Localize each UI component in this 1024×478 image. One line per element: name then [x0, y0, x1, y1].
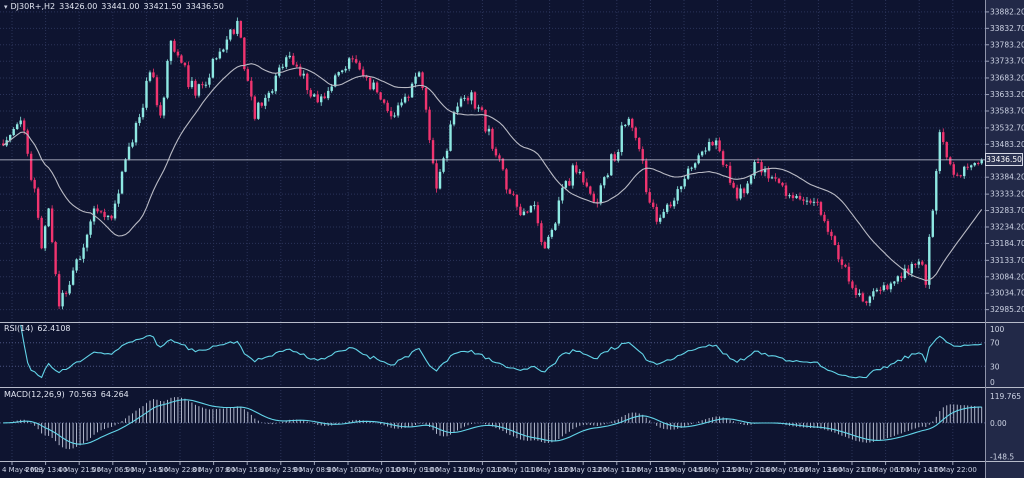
svg-text:70: 70 [990, 339, 1000, 348]
ohlc-high: 33441.00 [101, 2, 140, 11]
svg-text:9 May 16:00: 9 May 16:00 [326, 466, 370, 474]
svg-text:4 May 21:00: 4 May 21:00 [57, 466, 101, 474]
svg-text:16 May 21:00: 16 May 21:00 [828, 466, 876, 474]
svg-text:11 May 10:00: 11 May 10:00 [492, 466, 540, 474]
svg-text:33683.20: 33683.20 [990, 73, 1024, 82]
svg-text:33733.70: 33733.70 [990, 57, 1024, 66]
svg-text:15 May 20:00: 15 May 20:00 [727, 466, 775, 474]
svg-text:33483.20: 33483.20 [990, 140, 1024, 149]
svg-text:17 May 22:00: 17 May 22:00 [929, 466, 977, 474]
svg-text:9 May 08:00: 9 May 08:00 [293, 466, 337, 474]
svg-text:12 May 11:00: 12 May 11:00 [593, 466, 641, 474]
svg-text:100: 100 [990, 325, 1005, 334]
rsi-indicator-label: RSI(14) 62.4108 [4, 324, 75, 334]
svg-text:8 May 23:00: 8 May 23:00 [259, 466, 303, 474]
svg-text:8 May 15:00: 8 May 15:00 [225, 466, 269, 474]
svg-text:0.00: 0.00 [990, 419, 1007, 428]
svg-text:5 May 14:00: 5 May 14:00 [125, 466, 169, 474]
macd-name: MACD(12,26,9) [4, 390, 65, 399]
svg-text:15 May 12:00: 15 May 12:00 [694, 466, 742, 474]
macd-signal-value: 64.264 [100, 390, 129, 399]
svg-text:33333.20: 33333.20 [990, 190, 1024, 199]
svg-text:11 May 18:00: 11 May 18:00 [526, 466, 574, 474]
svg-text:33133.70: 33133.70 [990, 256, 1024, 265]
current-price-tag: 33436.50 [985, 153, 1023, 166]
svg-text:33633.20: 33633.20 [990, 90, 1024, 99]
svg-text:33034.70: 33034.70 [990, 289, 1024, 298]
price-axis-strip[interactable] [986, 0, 1024, 478]
svg-text:33384.20: 33384.20 [990, 173, 1024, 182]
svg-text:17 May 14:00: 17 May 14:00 [895, 466, 943, 474]
svg-text:0: 0 [990, 378, 995, 387]
svg-text:5 May 22:00: 5 May 22:00 [158, 466, 202, 474]
svg-text:33583.70: 33583.70 [990, 106, 1024, 115]
svg-text:10 May 09:00: 10 May 09:00 [391, 466, 439, 474]
candles-layer [2, 17, 983, 310]
svg-text:119.765: 119.765 [990, 392, 1021, 401]
svg-text:10 May 17:00: 10 May 17:00 [425, 466, 473, 474]
svg-text:33783.20: 33783.20 [990, 40, 1024, 49]
macd-indicator-label: MACD(12,26,9) 70.563 64.264 [4, 390, 133, 400]
macd-layer [3, 397, 983, 450]
price-axis-labels: 33882.20 33832.70 33783.20 33733.70 33683.20… [985, 7, 1024, 461]
symbol-header: ▾ DJ30R+,H2 33426.00 33441.00 33421.50 33436.… [4, 2, 228, 12]
svg-text:11 May 02:00: 11 May 02:00 [458, 466, 506, 474]
svg-text:33532.70: 33532.70 [990, 123, 1024, 132]
moving-average-line [2, 63, 983, 282]
rsi-line [20, 324, 982, 379]
svg-text:10 May 01:00: 10 May 01:00 [358, 466, 406, 474]
symbol-name: DJ30R+,H2 [10, 2, 56, 11]
ohlc-low: 33421.50 [143, 2, 182, 11]
svg-text:15 May 04:00: 15 May 04:00 [660, 466, 708, 474]
svg-text:17 May 06:00: 17 May 06:00 [862, 466, 910, 474]
svg-text:33234.20: 33234.20 [990, 222, 1024, 231]
svg-text:16 May 05:00: 16 May 05:00 [761, 466, 809, 474]
svg-text:33184.70: 33184.70 [990, 239, 1024, 248]
ohlc-close: 33436.50 [185, 2, 224, 11]
svg-text:33283.70: 33283.70 [990, 206, 1024, 215]
macd-value: 70.563 [68, 390, 97, 399]
window-marker-icon: ▾ [4, 3, 8, 11]
svg-text:33832.70: 33832.70 [990, 24, 1024, 33]
gridlines-layer [0, 0, 985, 461]
svg-text:33084.20: 33084.20 [990, 272, 1024, 281]
svg-text:8 May 07:00: 8 May 07:00 [192, 466, 236, 474]
svg-text:4 May 2023: 4 May 2023 [2, 466, 43, 474]
svg-text:12 May 03:00: 12 May 03:00 [559, 466, 607, 474]
svg-text:12 May 19:00: 12 May 19:00 [626, 466, 674, 474]
svg-text:-148.5: -148.5 [990, 452, 1014, 461]
rsi-value: 62.4108 [37, 324, 71, 333]
ohlc-open: 33426.00 [59, 2, 98, 11]
svg-text:16 May 13:00: 16 May 13:00 [794, 466, 842, 474]
rsi-name: RSI(14) [4, 324, 34, 333]
svg-text:30: 30 [990, 362, 1000, 371]
svg-text:4 May 13:00: 4 May 13:00 [24, 466, 68, 474]
svg-text:32985.20: 32985.20 [990, 305, 1024, 314]
svg-text:5 May 06:00: 5 May 06:00 [91, 466, 135, 474]
svg-text:33882.20: 33882.20 [990, 7, 1024, 16]
